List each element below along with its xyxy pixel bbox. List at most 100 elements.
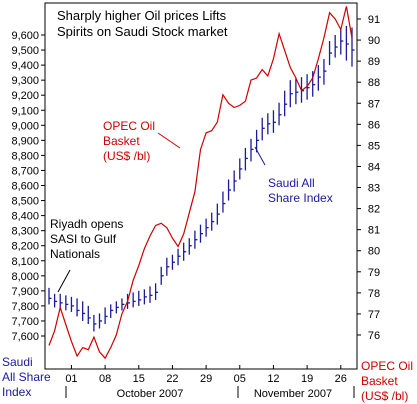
left-axis-tick-label: 7,700 xyxy=(11,316,39,328)
saudi-index-bar xyxy=(59,293,63,309)
saudi-index-bar xyxy=(143,289,147,305)
right-axis-ticks: 76 77 78 79 80 81 82 83 84 85 86 87 88 89 90 91 xyxy=(357,14,380,342)
saudi-index-bar xyxy=(312,71,316,97)
right-axis-tick-label: 77 xyxy=(368,309,380,321)
saudi-index-bar xyxy=(48,287,52,305)
annotation-saudi-line-2: Share Index xyxy=(268,191,333,205)
saudi-index-bar xyxy=(70,296,74,312)
saudi-index-bar xyxy=(295,78,299,105)
saudi-index-bar xyxy=(244,147,248,171)
saudi-index-bar xyxy=(82,301,86,321)
saudi-index-bar xyxy=(334,35,338,58)
saudi-index-bar xyxy=(110,304,114,318)
saudi-index-bar xyxy=(154,283,159,300)
right-axis-tick-label: 91 xyxy=(368,14,380,26)
saudi-index-bar xyxy=(255,129,260,153)
right-axis-tick-label: 89 xyxy=(368,56,380,68)
saudi-index-bar xyxy=(65,295,69,311)
left-axis-tick-label: 9,100 xyxy=(11,105,39,117)
left-axis-tick-label: 8,500 xyxy=(11,196,39,208)
saudi-index-bar xyxy=(183,242,187,261)
x-axis-tick-label: 01 xyxy=(65,373,77,385)
saudi-index-bar xyxy=(289,80,293,108)
left-axis-tick-label: 7,600 xyxy=(11,331,39,343)
right-axis-tick-label: 81 xyxy=(368,225,380,237)
x-axis-tick-label: 15 xyxy=(133,373,145,385)
saudi-index-bar xyxy=(317,65,321,91)
right-axis-tick-label: 80 xyxy=(368,246,380,258)
saudi-index-bar xyxy=(267,113,271,135)
right-axis-tick-label: 78 xyxy=(368,288,380,300)
x-axis-tick-label: 19 xyxy=(301,373,313,385)
annotation-riyadh-pointer xyxy=(57,269,71,293)
left-axis-tick-label: 9,000 xyxy=(11,120,39,132)
chart-title-line-2: Spirits on Saudi Stock market xyxy=(57,24,228,39)
x-axis-tick-label: 26 xyxy=(335,373,347,385)
saudi-index-bar xyxy=(138,290,142,306)
annotation-saudi-line-1: Saudi All xyxy=(268,176,315,190)
left-axis-label-line-3: Index xyxy=(2,385,31,399)
right-axis-tick-label: 76 xyxy=(368,330,380,342)
right-axis-tick-label: 79 xyxy=(368,267,380,279)
left-axis-tick-label: 9,600 xyxy=(11,30,39,42)
saudi-index-bar xyxy=(250,138,254,162)
annotation-opec-pointer xyxy=(157,132,181,149)
left-axis-ticks: 7,600 7,700 7,800 7,900 8,000 8,100 8,200 8,300… xyxy=(11,30,45,343)
saudi-index-bar xyxy=(76,298,80,317)
right-axis-tick-label: 82 xyxy=(368,204,380,216)
saudi-index-bar xyxy=(216,203,220,225)
saudi-index-bar xyxy=(227,179,232,201)
month-label-october: October 2007 xyxy=(117,388,184,400)
right-axis-label-line-2: Basket xyxy=(361,374,398,388)
saudi-index-bar xyxy=(278,102,282,126)
left-axis-tick-label: 8,900 xyxy=(11,135,39,147)
saudi-index-bar xyxy=(211,212,215,231)
right-axis-label-line-1: OPEC Oil xyxy=(361,359,413,373)
left-axis-tick-label: 8,700 xyxy=(11,165,39,177)
x-axis-tick-label: 22 xyxy=(166,373,178,385)
saudi-index-bar xyxy=(188,238,192,255)
saudi-index-bar xyxy=(272,110,276,133)
saudi-index-bar xyxy=(328,41,333,66)
left-axis-tick-label: 8,100 xyxy=(11,256,39,268)
right-axis-tick-label: 90 xyxy=(368,35,380,47)
left-axis-tick-label: 8,200 xyxy=(11,241,39,253)
left-axis-tick-label: 8,400 xyxy=(11,211,39,223)
right-axis-tick-label: 87 xyxy=(368,98,380,110)
left-axis-tick-label: 8,800 xyxy=(11,150,39,162)
annotation-riyadh-line-1: Riyadh opens xyxy=(50,217,123,231)
right-axis-label-line-3: (US$ /bl) xyxy=(361,389,408,403)
month-label-november: November 2007 xyxy=(254,388,332,400)
annotation-opec-line-3: (US$ /bl) xyxy=(103,149,150,163)
left-axis-tick-label: 7,800 xyxy=(11,301,39,313)
saudi-index-bar xyxy=(239,158,243,180)
right-axis-tick-label: 85 xyxy=(368,140,380,152)
saudi-index-bar xyxy=(115,301,119,314)
saudi-index-bar xyxy=(261,117,265,141)
saudi-index-bar xyxy=(53,293,58,308)
right-axis-tick-label: 84 xyxy=(368,161,380,173)
saudi-index-bar xyxy=(160,266,164,285)
saudi-index-bar xyxy=(205,218,209,237)
saudi-index-bar xyxy=(345,25,349,61)
saudi-index-bar xyxy=(233,170,237,192)
saudi-index-bar xyxy=(104,307,108,324)
saudi-index-bar xyxy=(323,59,327,85)
saudi-index-bar xyxy=(284,90,288,117)
saudi-index-bar xyxy=(98,313,102,329)
saudi-index-bar xyxy=(132,292,136,308)
chart-title-line-1: Sharply higher Oil prices Lifts xyxy=(57,8,227,23)
saudi-index-bar xyxy=(340,28,344,55)
left-axis-tick-label: 8,600 xyxy=(11,181,39,193)
left-axis-tick-label: 8,300 xyxy=(11,226,39,238)
left-axis-label-line-2: All Share xyxy=(2,370,51,384)
left-axis-tick-label: 9,400 xyxy=(11,60,39,72)
left-axis-tick-label: 9,500 xyxy=(11,45,39,57)
right-axis-tick-label: 83 xyxy=(368,183,380,195)
saudi-index-bar xyxy=(166,257,170,276)
x-axis-tick-label: 29 xyxy=(200,373,212,385)
saudi-index-bar xyxy=(177,248,181,266)
annotation-riyadh-line-3: Nationals xyxy=(50,247,100,261)
saudi-index-bar xyxy=(149,286,153,303)
